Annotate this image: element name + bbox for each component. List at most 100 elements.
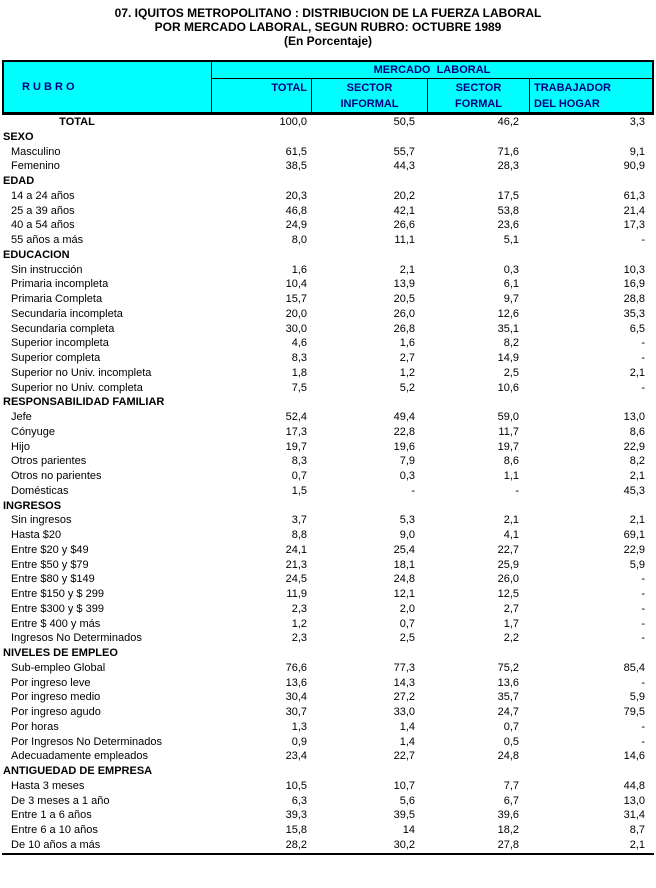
table-row-sin-instrucción: Sin instrucción 1,6 2,1 0,3 10,3 [2, 263, 654, 278]
cell-value: 38,5 [285, 160, 307, 173]
cell-value: 0,5 [503, 735, 519, 748]
cell-value [312, 174, 428, 189]
table-row-sexo: SEXO [2, 130, 654, 145]
row-label: Sub-empleo Global [11, 661, 106, 674]
cell-value: 59,0 [497, 411, 519, 423]
cell-value: 25,9 [497, 558, 519, 571]
cell-value: 24,7 [497, 706, 519, 718]
cell-value: 8,6 [629, 425, 645, 438]
row-label: Superior no Univ. incompleta [11, 366, 152, 379]
cell-value: 61,5 [285, 145, 307, 158]
cell-value [212, 499, 312, 514]
cell-value: 5,9 [629, 691, 645, 704]
table-row-14-a-24-años: 14 a 24 años 20,3 20,2 17,5 61,3 [2, 189, 654, 204]
table-row-hijo: Hijo 19,7 19,6 19,7 22,9 [2, 440, 654, 455]
cell-value: - [641, 381, 645, 394]
cell-value: 5,6 [399, 794, 415, 807]
cell-value [428, 764, 530, 779]
cell-value: 11,9 [286, 588, 307, 600]
row-label: Femenino [11, 160, 60, 173]
cell-value: 19,6 [393, 440, 415, 453]
cell-value: 3,3 [629, 116, 645, 128]
cell-value: 27,2 [393, 691, 415, 704]
table-row-por-ingreso-agudo: Por ingreso agudo 30,7 33,0 24,7 79,5 [2, 705, 654, 720]
table-row-cónyuge: Cónyuge 17,3 22,8 11,7 8,6 [2, 425, 654, 440]
table-row-adecuadamente-empleados: Adecuadamente empleados 23,4 22,7 24,8 14,6 [2, 749, 654, 764]
row-label: Hijo [11, 440, 30, 453]
table-row-por-horas: Por horas 1,3 1,4 0,7 - [2, 720, 654, 735]
mercado-laboral-header-group: MERCADO LABORAL TOTAL SECTOR INFORMAL SE… [212, 62, 652, 112]
cell-value [530, 764, 654, 779]
table-row-superior-no-univ-completa: Superior no Univ. completa 7,5 5,2 10,6 - [2, 381, 654, 396]
cell-value: 22,7 [393, 750, 415, 763]
cell-value: 6,1 [503, 278, 519, 291]
cell-value [312, 248, 428, 263]
row-label: Otros no parientes [11, 470, 102, 482]
row-label: Entre $150 y $ 299 [11, 588, 104, 600]
cell-value [530, 499, 654, 514]
cell-value: 5,9 [629, 558, 645, 571]
cell-value: 2,3 [291, 632, 307, 645]
cell-value: 33,0 [393, 706, 415, 718]
row-label: Entre $50 y $79 [11, 558, 89, 571]
cell-value: 39,5 [393, 809, 415, 822]
cell-value: 100,0 [279, 116, 307, 128]
report-title-line1: 07. IQUITOS METROPOLITANO : DISTRIBUCION… [114, 6, 542, 20]
row-label: 25 a 39 años [11, 204, 75, 217]
table-row-antiguedad-de-empresa: ANTIGUEDAD DE EMPRESA [2, 764, 654, 779]
cell-value [212, 174, 312, 189]
cell-value: 0,7 [291, 470, 307, 482]
cell-value: 14,6 [623, 750, 645, 763]
table-row-de-10-años-a-más: De 10 años a más 28,2 30,2 27,8 2,1 [2, 838, 654, 853]
cell-value: 28,2 [285, 838, 307, 851]
table-row-educacion: EDUCACION [2, 248, 654, 263]
cell-value [312, 395, 428, 410]
cell-value: 9,1 [629, 145, 645, 158]
row-label: Superior completa [11, 352, 101, 364]
cell-value: 12,6 [497, 307, 519, 320]
cell-value: 8,8 [291, 529, 307, 541]
cell-value: 17,3 [623, 219, 645, 232]
cell-value: - [641, 234, 645, 246]
cell-value [212, 130, 312, 145]
cell-value: 16,9 [623, 278, 645, 291]
row-label: TOTAL [59, 116, 95, 128]
table-row-entre-300-y-399: Entre $300 y $ 399 2,3 2,0 2,7 - [2, 602, 654, 617]
cell-value: 13,0 [623, 794, 645, 807]
table-row-entre-20-y-49: Entre $20 y $49 24,1 25,4 22,7 22,9 [2, 543, 654, 558]
cell-value: 0,3 [503, 263, 519, 276]
cell-value: 5,2 [399, 381, 415, 394]
row-label: EDUCACION [3, 248, 70, 261]
table-row-sin-ingresos: Sin ingresos 3,7 5,3 2,1 2,1 [2, 513, 654, 528]
row-label: Cónyuge [11, 425, 56, 438]
cell-value: 25,4 [393, 543, 415, 556]
cell-value: 7,7 [503, 779, 519, 792]
cell-value: 6,7 [503, 794, 519, 807]
cell-value: 21,4 [623, 204, 645, 217]
row-label: 40 a 54 años [11, 219, 75, 232]
row-label: Por Ingresos No Determinados [11, 735, 163, 748]
cell-value: 11,1 [394, 234, 415, 246]
cell-value: 19,7 [497, 440, 519, 453]
cell-value [312, 646, 428, 661]
cell-value: 30,2 [393, 838, 415, 851]
table-row-ingresos-no-determinados: Ingresos No Determinados 2,3 2,5 2,2 - [2, 631, 654, 646]
row-label: Primaria incompleta [11, 278, 109, 291]
row-label: Secundaria incompleta [11, 307, 123, 320]
cell-value: 53,8 [497, 204, 519, 217]
cell-value: 50,5 [393, 116, 415, 128]
table-row-niveles-de-empleo: NIVELES DE EMPLEO [2, 646, 654, 661]
cell-value: 24,1 [285, 543, 307, 556]
cell-value: 26,8 [393, 322, 415, 335]
col-header-sector-informal: SECTOR INFORMAL [311, 79, 427, 112]
table-row-responsabilidad-familiar: RESPONSABILIDAD FAMILIAR [2, 395, 654, 410]
table-row-hasta-20: Hasta $20 8,8 9,0 4,1 69,1 [2, 528, 654, 543]
cell-value: 1,7 [503, 617, 519, 630]
cell-value: 1,4 [399, 720, 415, 733]
cell-value: 13,6 [497, 676, 519, 689]
cell-value: 90,9 [623, 160, 645, 173]
cell-value [428, 248, 530, 263]
row-label: De 3 meses a 1 año [11, 794, 110, 807]
cell-value: 12,1 [393, 588, 415, 600]
cell-value: 22,8 [393, 425, 415, 438]
